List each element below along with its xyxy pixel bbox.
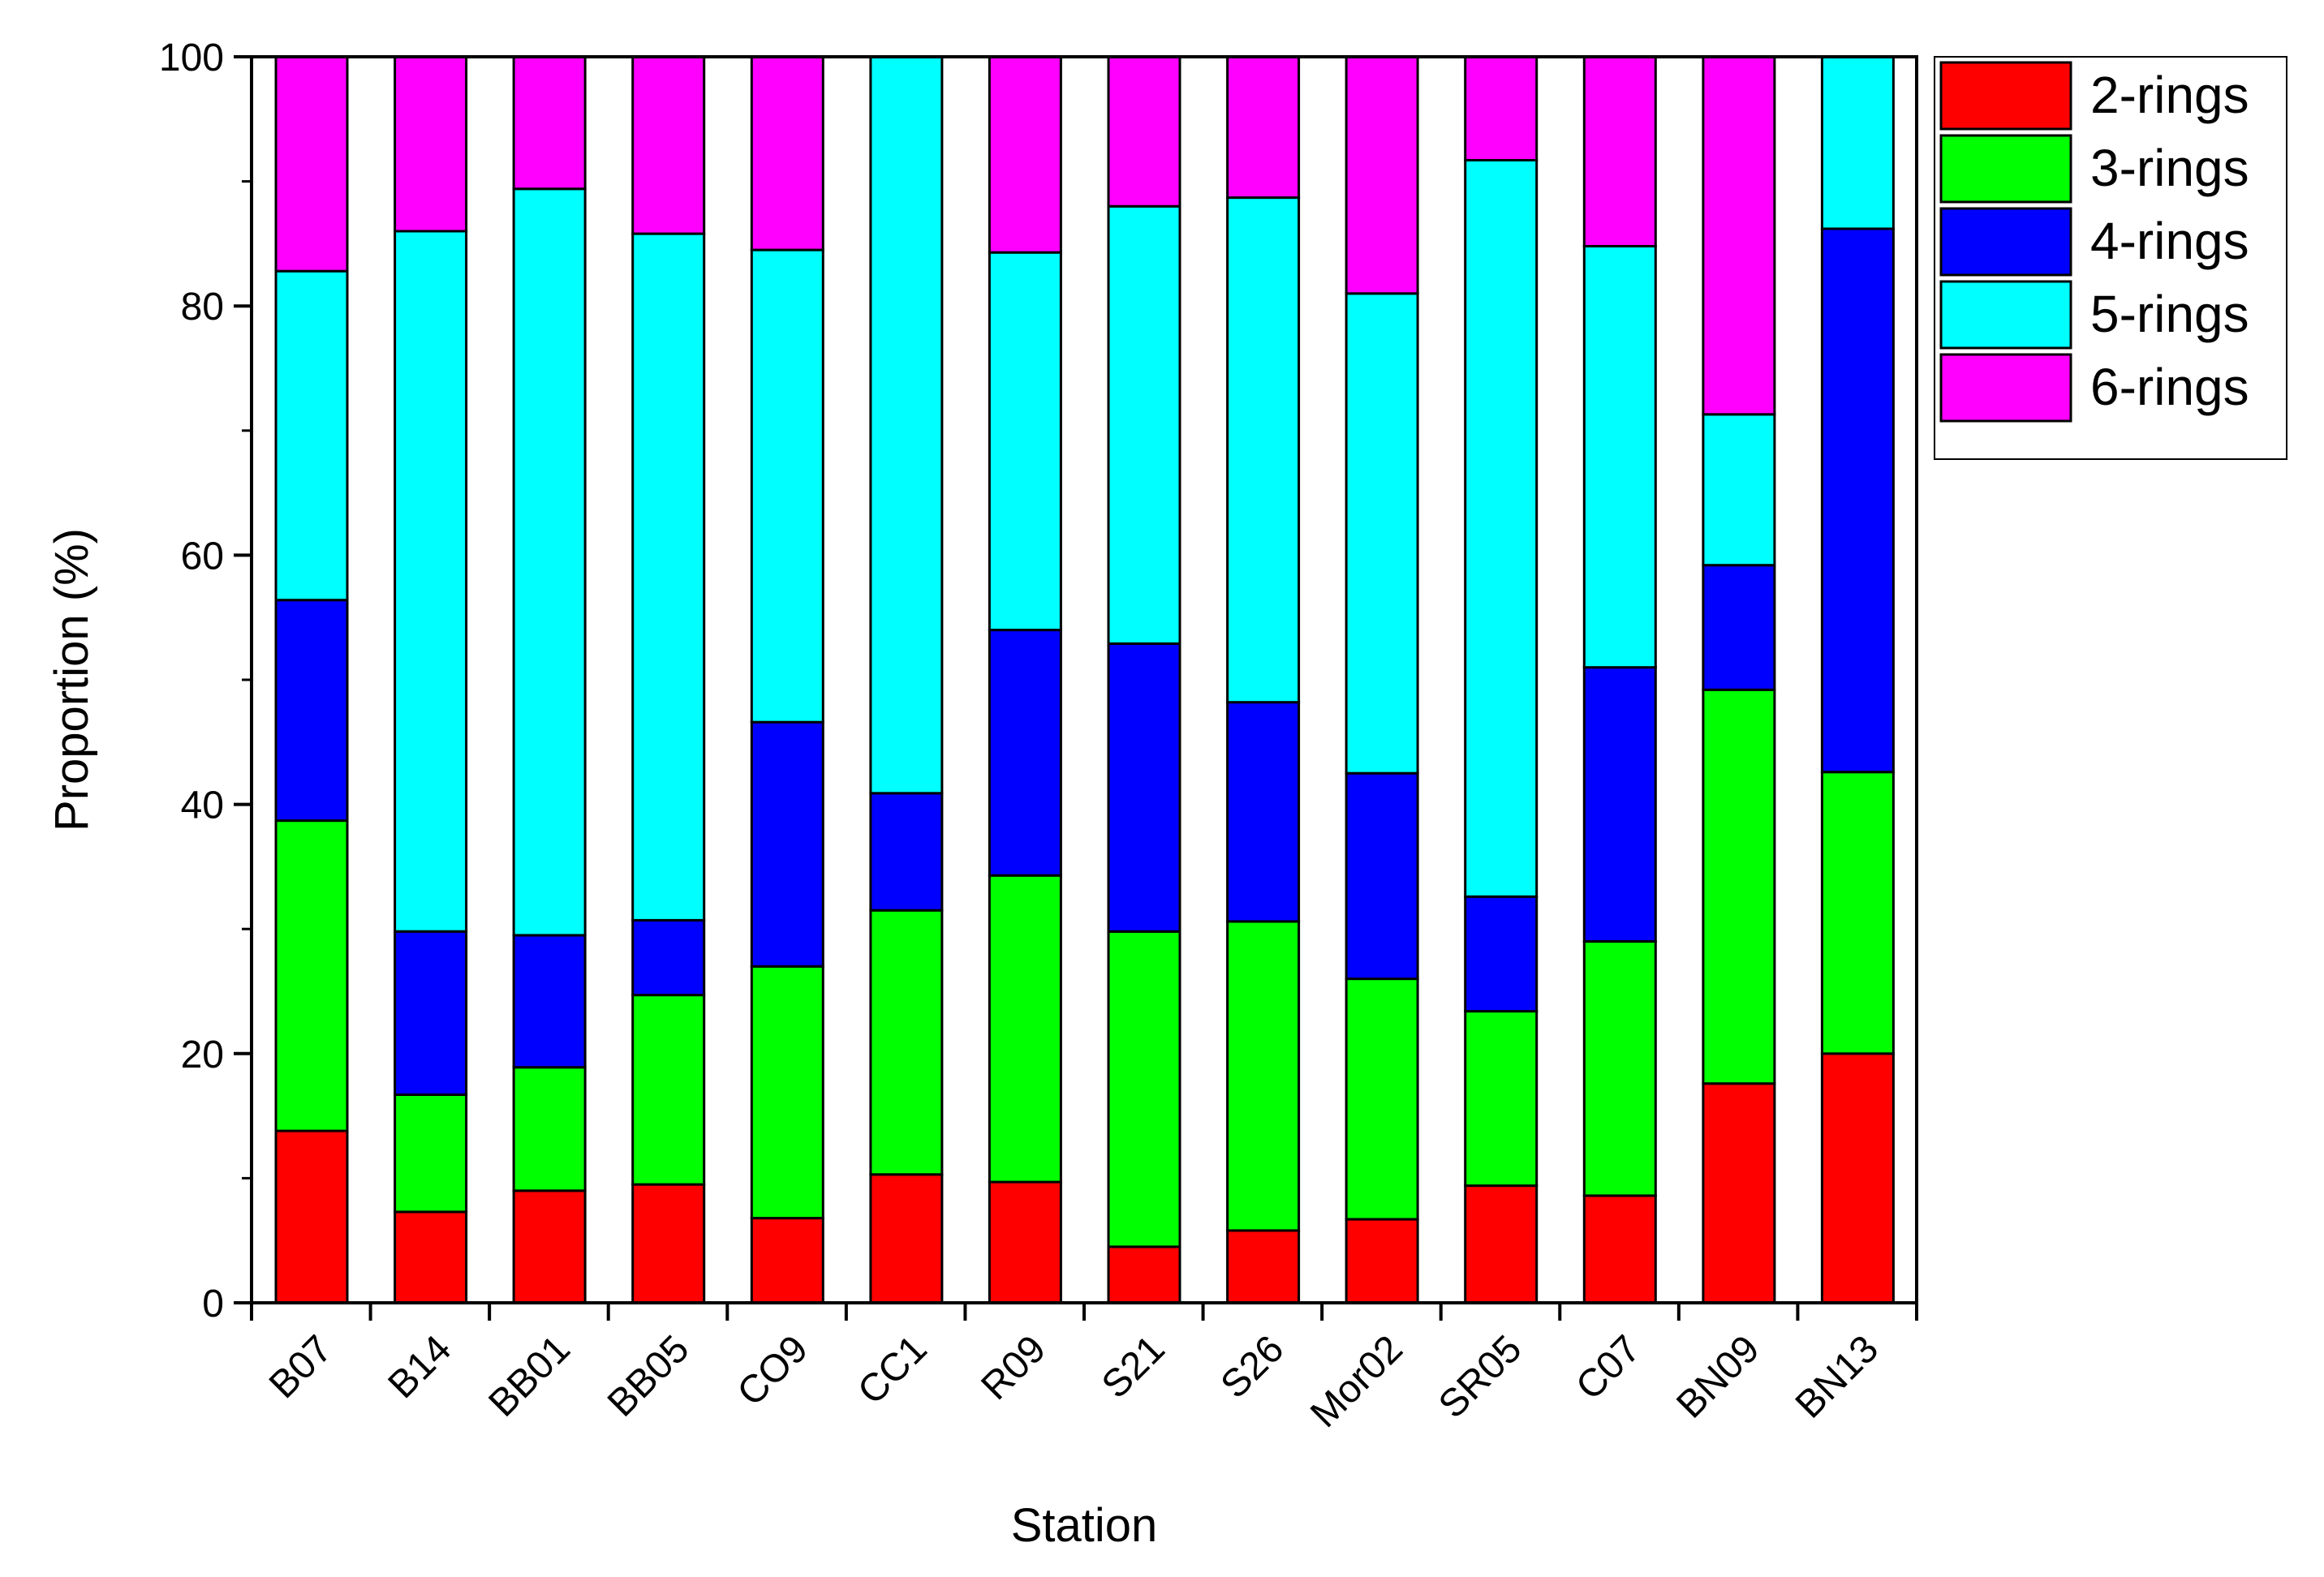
y-tick-label: 80 [181,286,224,329]
bar-segment-b07-5-rings [274,269,349,602]
legend-label-4-rings: 4-rings [2090,212,2249,270]
bar-segment-bn09-4-rings [1702,564,1776,691]
legend-label-5-rings: 5-rings [2090,285,2249,343]
bar-segment-b14-5-rings [394,230,468,933]
bar-segment-r09-3-rings [988,874,1062,1184]
bar-segment-c07-2-rings [1582,1194,1657,1304]
legend-swatch-6-rings [1939,353,2072,423]
bar-segment-b07-2-rings [274,1129,349,1304]
legend: 2-rings 3-rings 4-rings 5-rings 6-rings [1934,56,2287,460]
bar-segment-cc1-2-rings [869,1173,944,1304]
bar-segment-s21-5-rings [1107,204,1181,645]
legend-swatch-2-rings [1939,61,2072,131]
bar-segment-sr05-3-rings [1464,1010,1539,1188]
bar-segment-s26-3-rings [1226,920,1301,1232]
bar-segment-sr05-6-rings [1464,55,1539,161]
y-tick-label: 60 [181,535,224,578]
bar-segment-co9-4-rings [750,720,824,968]
bar-segment-r09-6-rings [988,55,1062,254]
bar-segment-b14-6-rings [394,55,468,233]
bar-segment-bn09-5-rings [1702,413,1776,567]
bar-segment-c07-6-rings [1582,55,1657,247]
legend-swatch-5-rings [1939,280,2072,350]
bar-segment-s21-3-rings [1107,930,1181,1248]
y-tick-label: 0 [202,1283,224,1326]
bar-segment-bn13-2-rings [1820,1052,1895,1304]
y-axis-title: Proportion (%) [45,528,98,831]
legend-swatch-3-rings [1939,134,2072,204]
bar-segment-s21-4-rings [1107,642,1181,933]
bar-segment-co9-5-rings [750,248,824,724]
bar-segment-bb05-2-rings [631,1183,706,1304]
bar-segment-bb05-4-rings [631,918,706,997]
bar-segment-b14-2-rings [394,1210,468,1304]
bar-segment-co9-2-rings [750,1217,824,1304]
bar-segment-c07-4-rings [1582,666,1657,943]
bar-segment-bn09-2-rings [1702,1082,1776,1304]
bar-segment-c07-5-rings [1582,245,1657,669]
bar-segment-b07-6-rings [274,55,349,273]
x-axis-title: Station [1011,1499,1158,1552]
bar-segment-c07-3-rings [1582,940,1657,1197]
bar-segment-bn09-3-rings [1702,688,1776,1085]
bar-segment-mor02-3-rings [1345,978,1419,1221]
y-axis: 0 20 40 60 80 100 [159,37,252,1326]
bar-segment-cc1-4-rings [869,792,944,912]
bar-segment-mor02-4-rings [1345,771,1419,981]
bar-segment-bb01-5-rings [512,187,587,937]
bar-segment-b07-4-rings [274,599,349,823]
bar-segment-bn13-5-rings [1820,55,1895,230]
bar-segment-sr05-5-rings [1464,159,1539,898]
bar-segment-r09-5-rings [988,251,1062,632]
bar-segment-s21-6-rings [1107,55,1181,208]
legend-swatch-4-rings [1939,207,2072,277]
bar-segment-r09-2-rings [988,1180,1062,1304]
bar-segment-sr05-4-rings [1464,895,1539,1013]
bar-segment-s26-2-rings [1226,1229,1301,1304]
bar-segment-co9-3-rings [750,965,824,1220]
bar-segment-b14-4-rings [394,930,468,1097]
bar-segment-bn13-4-rings [1820,227,1895,774]
bar-segment-bb01-3-rings [512,1066,587,1192]
bar-segment-bb01-4-rings [512,934,587,1069]
bar-segment-bn13-3-rings [1820,771,1895,1055]
legend-label-6-rings: 6-rings [2090,358,2249,416]
legend-label-2-rings: 2-rings [2090,66,2249,124]
bar-segment-s21-2-rings [1107,1245,1181,1304]
bar-segment-s26-5-rings [1226,196,1301,704]
y-tick-label: 100 [159,37,224,79]
bar-segment-bb01-6-rings [512,55,587,191]
bar-segment-bb05-5-rings [631,232,706,922]
bar-segment-mor02-5-rings [1345,292,1419,775]
y-tick-label: 40 [181,784,224,827]
bar-segment-mor02-6-rings [1345,55,1419,295]
bar-segment-co9-6-rings [750,55,824,251]
bar-segment-cc1-3-rings [869,909,944,1176]
bar-segment-bb01-2-rings [512,1189,587,1304]
bar-segment-cc1-5-rings [869,55,944,795]
bar-segment-sr05-2-rings [1464,1184,1539,1304]
bar-segment-r09-4-rings [988,629,1062,877]
bar-segment-b14-3-rings [394,1094,468,1214]
y-tick-label: 20 [181,1033,224,1076]
bar-segment-bn09-6-rings [1702,55,1776,416]
bar-segment-b07-3-rings [274,819,349,1132]
bar-segment-bb05-6-rings [631,55,706,235]
legend-label-3-rings: 3-rings [2090,139,2249,197]
bar-segment-s26-6-rings [1226,55,1301,200]
bar-segment-bb05-3-rings [631,994,706,1186]
bar-segment-mor02-2-rings [1345,1218,1419,1304]
bar-segment-s26-4-rings [1226,701,1301,923]
